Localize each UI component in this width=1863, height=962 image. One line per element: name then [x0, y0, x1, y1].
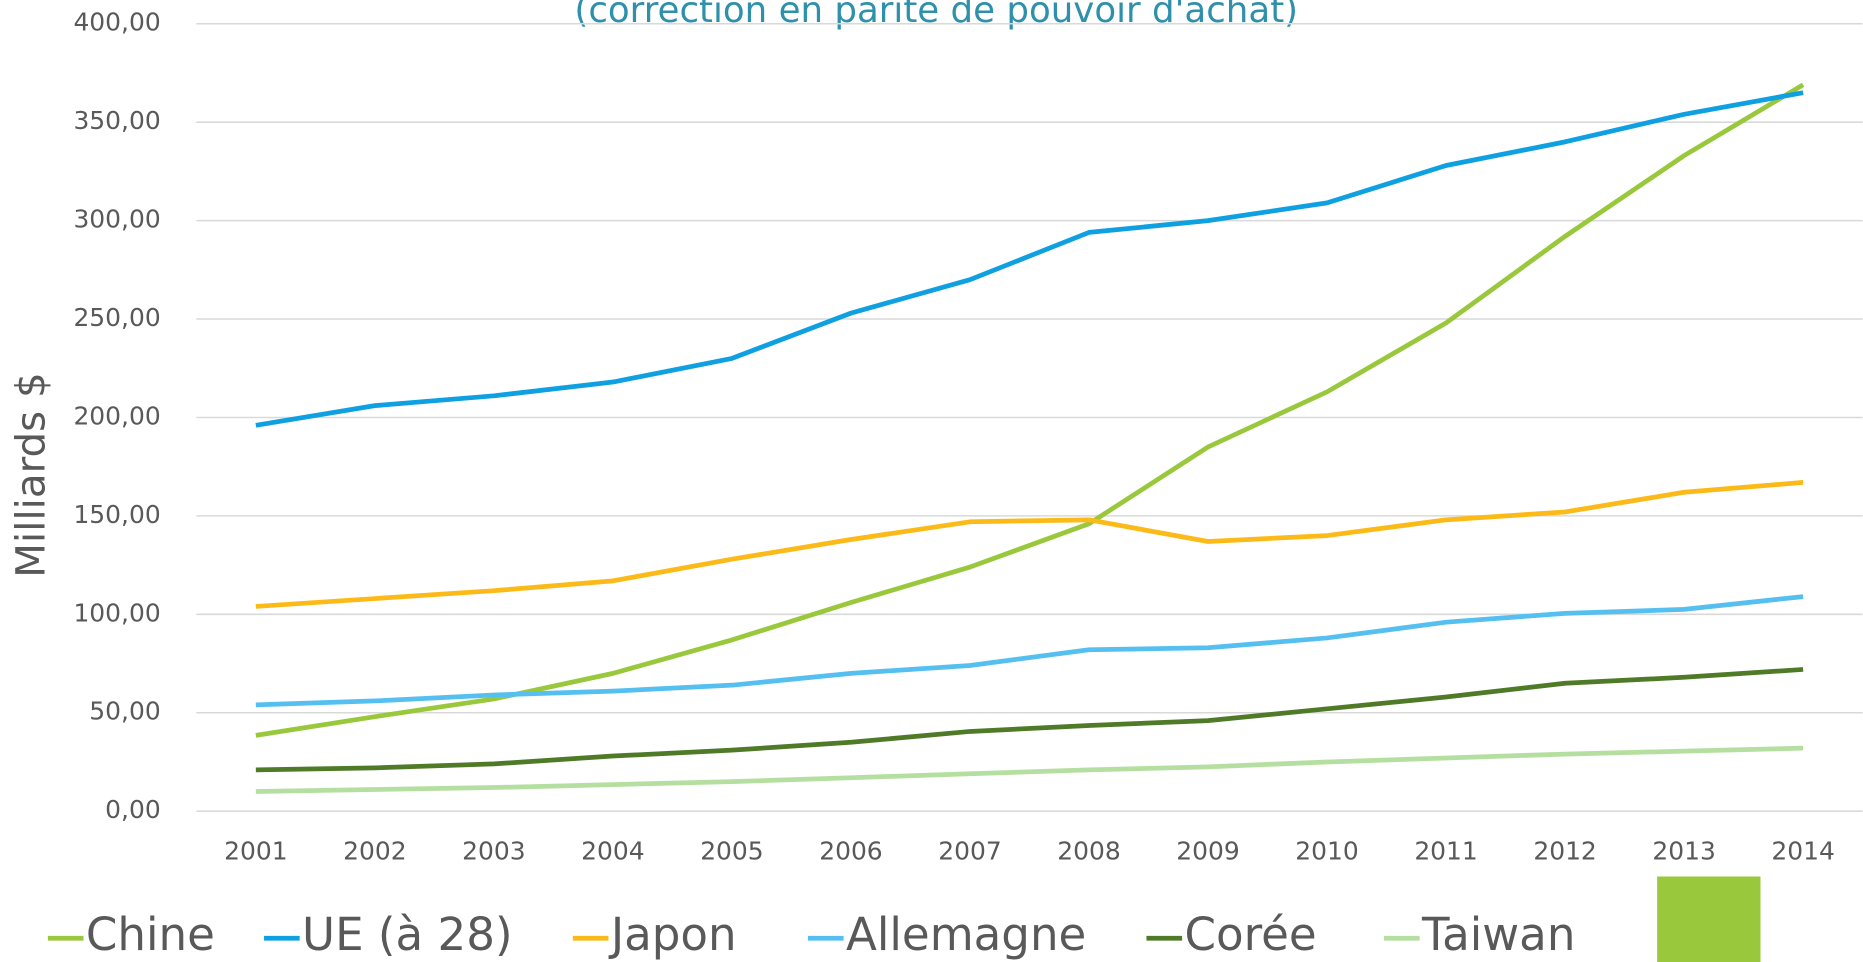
y-axis-label: Milliards $ [8, 372, 55, 578]
x-tick-label: 2009 [1176, 837, 1239, 866]
series-line [255, 667, 1804, 773]
y-tick-label: 150,00 [73, 500, 160, 529]
chart-title: (correction en parité de pouvoir d'achat… [574, 0, 1298, 31]
x-tick-label: 2003 [462, 837, 525, 866]
x-tick-label: 2007 [938, 837, 1001, 866]
series-line [255, 480, 1804, 609]
legend-label: UE (à 28) [302, 908, 513, 961]
x-tick-label: 2001 [224, 837, 287, 866]
y-tick-label: 50,00 [89, 697, 160, 726]
legend-label: Taiwan [1421, 908, 1575, 961]
series-line [255, 90, 1804, 428]
y-tick-label: 100,00 [73, 598, 160, 627]
x-tick-label: 2002 [343, 837, 406, 866]
legend-label: Chine [86, 908, 215, 961]
legend-label: Allemagne [846, 908, 1086, 961]
legend-label: Japon [608, 908, 737, 961]
y-tick-label: 300,00 [73, 205, 160, 234]
y-tick-label: 200,00 [73, 401, 160, 430]
series-line [255, 745, 1804, 794]
x-tick-label: 2010 [1295, 837, 1358, 866]
x-tick-label: 2008 [1057, 837, 1120, 866]
series-line [255, 594, 1804, 708]
legend-label: Corée [1184, 908, 1316, 961]
y-tick-label: 250,00 [73, 303, 160, 332]
x-tick-label: 2014 [1771, 837, 1834, 866]
series-line [255, 82, 1805, 738]
x-tick-label: 2012 [1533, 837, 1596, 866]
x-tick-label: 2006 [819, 837, 882, 866]
x-tick-label: 2005 [700, 837, 763, 866]
x-tick-label: 2011 [1414, 837, 1477, 866]
y-tick-label: 400,00 [73, 8, 160, 37]
x-tick-label: 2004 [581, 837, 644, 866]
decoration [1657, 876, 1761, 962]
y-tick-label: 0,00 [105, 795, 161, 824]
y-tick-label: 350,00 [73, 106, 160, 135]
x-tick-label: 2013 [1652, 837, 1715, 866]
